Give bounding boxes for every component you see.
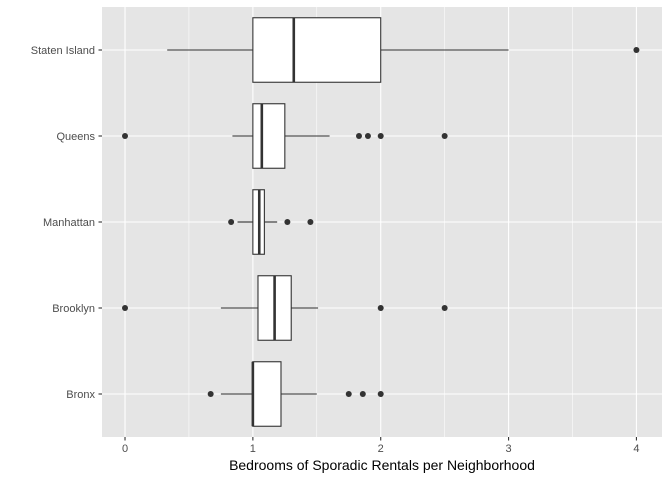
box-iqr bbox=[252, 103, 286, 169]
outlier-point bbox=[355, 133, 362, 139]
y-category-label: Brooklyn bbox=[52, 303, 95, 315]
outlier-point bbox=[359, 391, 366, 397]
boxes bbox=[122, 17, 640, 427]
outlier-point bbox=[377, 133, 384, 139]
box-manhattan bbox=[228, 189, 314, 255]
outlier-point bbox=[228, 219, 235, 225]
y-category-label: Bronx bbox=[66, 389, 95, 401]
box-iqr bbox=[252, 361, 282, 427]
outlier-point bbox=[122, 133, 129, 139]
box-queens bbox=[122, 103, 448, 169]
outlier-point bbox=[364, 133, 371, 139]
x-tick-label: 0 bbox=[122, 443, 128, 455]
y-category-label: Manhattan bbox=[43, 217, 95, 229]
outlier-point bbox=[345, 391, 352, 397]
x-tick-label: 3 bbox=[506, 443, 512, 455]
outlier-point bbox=[441, 305, 448, 311]
outlier-point bbox=[284, 219, 291, 225]
box-bronx bbox=[207, 361, 384, 427]
outlier-point bbox=[377, 391, 384, 397]
outlier-point bbox=[633, 47, 640, 53]
x-axis-title: Bedrooms of Sporadic Rentals per Neighbo… bbox=[229, 457, 535, 473]
box-iqr bbox=[252, 17, 382, 83]
outlier-point bbox=[207, 391, 214, 397]
outlier-point bbox=[377, 305, 384, 311]
outlier-point bbox=[122, 305, 129, 311]
x-tick-label: 2 bbox=[378, 443, 384, 455]
x-tick-label: 1 bbox=[250, 443, 256, 455]
outlier-point bbox=[441, 133, 448, 139]
outlier-point bbox=[307, 219, 314, 225]
x-tick-label: 4 bbox=[633, 443, 639, 455]
box-brooklyn bbox=[122, 275, 448, 341]
y-category-label: Staten Island bbox=[31, 45, 95, 57]
y-category-label: Queens bbox=[56, 131, 95, 143]
box-staten-island bbox=[167, 17, 640, 83]
axes: 0 1 2 3 4 Bronx Brooklyn Manhattan Queens Staten … bbox=[31, 45, 640, 455]
